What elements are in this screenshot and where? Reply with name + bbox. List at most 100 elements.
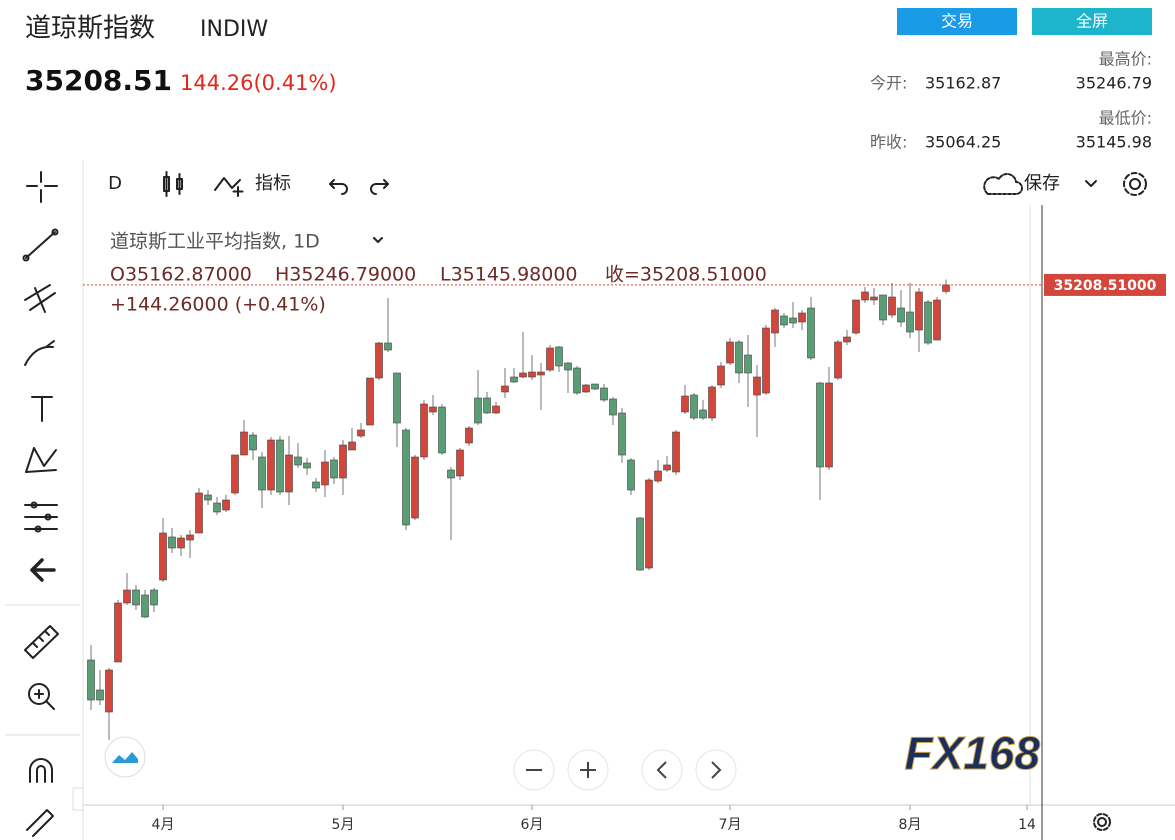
candle-body <box>564 362 572 371</box>
candle-body <box>906 311 914 333</box>
candle-body <box>465 427 473 444</box>
candle-body <box>366 377 374 426</box>
candle-body <box>645 479 653 569</box>
chart-title-menu[interactable] <box>373 237 383 243</box>
candle-body <box>717 365 725 386</box>
candle-body <box>384 342 392 351</box>
candle-body <box>393 372 401 424</box>
candle-body <box>897 307 905 323</box>
interval[interactable]: D <box>108 173 122 194</box>
candle-body <box>573 367 581 394</box>
zoom-in[interactable] <box>567 749 609 791</box>
x-tick-label: 5月 <box>332 817 355 833</box>
chart-type-icon[interactable] <box>163 171 183 197</box>
candle-body <box>582 384 590 393</box>
candle-body <box>771 309 779 334</box>
candle-body <box>258 456 266 491</box>
save-menu[interactable] <box>1085 180 1097 187</box>
candle-body <box>411 456 419 519</box>
candle-body <box>861 291 869 301</box>
ohlc-legend: O35162.87000 H35246.79000 L35145.98000 收=35… <box>110 264 767 286</box>
stat-value: 35064.25 <box>925 133 1001 152</box>
candle-body <box>852 299 860 334</box>
candle-body <box>123 589 131 604</box>
candle-body <box>627 459 635 491</box>
trade-button[interactable] <box>897 8 1017 35</box>
stat-value: 35145.98 <box>1076 133 1152 152</box>
logo-button[interactable] <box>104 736 146 778</box>
price-label: 35208.51000 <box>1054 278 1157 294</box>
candle-body <box>285 454 293 493</box>
candle-body <box>753 376 761 396</box>
drawing-tools[interactable] <box>22 228 59 837</box>
cloud-icon[interactable] <box>983 173 1023 195</box>
candle-body <box>186 534 194 541</box>
candle-body <box>483 397 491 414</box>
candle-body <box>888 296 896 316</box>
scroll-left[interactable] <box>641 749 683 791</box>
candle-body <box>249 434 257 451</box>
candle-body <box>537 371 545 376</box>
axis-settings[interactable] <box>1093 813 1111 831</box>
candle-body <box>609 398 617 416</box>
candle-body <box>807 307 815 359</box>
candle-body <box>555 346 563 367</box>
candle-body <box>447 469 455 479</box>
plot <box>83 279 1042 740</box>
candle-body <box>348 441 356 451</box>
candle-body <box>663 464 671 471</box>
candle-body <box>114 602 122 663</box>
candle-body <box>726 341 734 364</box>
collapse-toolbar[interactable] <box>72 787 84 811</box>
candle-body <box>843 336 851 343</box>
candle-body <box>294 456 302 466</box>
candle-body <box>825 382 833 468</box>
fullscreen-label[interactable]: 全屏 <box>1076 12 1108 31</box>
candle-body <box>159 532 167 581</box>
candle-body <box>744 354 752 374</box>
undo-redo[interactable] <box>329 179 389 195</box>
legend-entry: L35145.98000 <box>440 264 578 286</box>
candle-body <box>222 499 230 511</box>
chart-change: +144.26000 (+0.41%) <box>110 294 326 316</box>
candle-body <box>141 594 149 618</box>
stat-label: 最高价: <box>1099 50 1152 69</box>
save[interactable]: 保存 <box>1024 173 1060 194</box>
candle-body <box>429 406 437 413</box>
candle-body <box>915 291 923 331</box>
logo-button-icon[interactable] <box>112 752 138 763</box>
candle-body <box>519 372 527 378</box>
candle-body <box>501 385 509 393</box>
candle-body <box>132 589 140 606</box>
crosshair-tool[interactable] <box>26 171 58 203</box>
candle-body <box>510 376 518 383</box>
candle-body <box>834 341 842 379</box>
price-label-box <box>1044 273 1166 296</box>
legend-entry: 收=35208.51000 <box>605 264 767 286</box>
x-tick-label: 8月 <box>899 817 922 833</box>
candle-body <box>474 397 482 424</box>
settings-icon[interactable] <box>1123 172 1147 196</box>
candle-body <box>528 371 536 378</box>
candle-body <box>204 494 212 501</box>
zoom-out[interactable] <box>513 749 555 791</box>
candle-body <box>456 449 464 477</box>
scroll-right[interactable] <box>695 749 737 791</box>
candle-body <box>870 296 878 301</box>
candle-body <box>789 317 797 324</box>
price: 35208.51 <box>25 64 172 97</box>
indicators[interactable]: 指标 <box>255 173 291 194</box>
candle-body <box>798 312 806 323</box>
trade-label[interactable]: 交易 <box>941 12 973 31</box>
candle-body <box>276 439 284 493</box>
candle-body <box>438 406 446 454</box>
candle-body <box>195 492 203 534</box>
candle-body <box>654 470 662 482</box>
indicator-icon[interactable] <box>214 177 244 197</box>
candle-body <box>699 409 707 419</box>
x-tick-label: 14 <box>1018 817 1036 833</box>
title: 道琼斯指数 <box>25 14 155 44</box>
fullscreen-button[interactable] <box>1032 8 1152 35</box>
